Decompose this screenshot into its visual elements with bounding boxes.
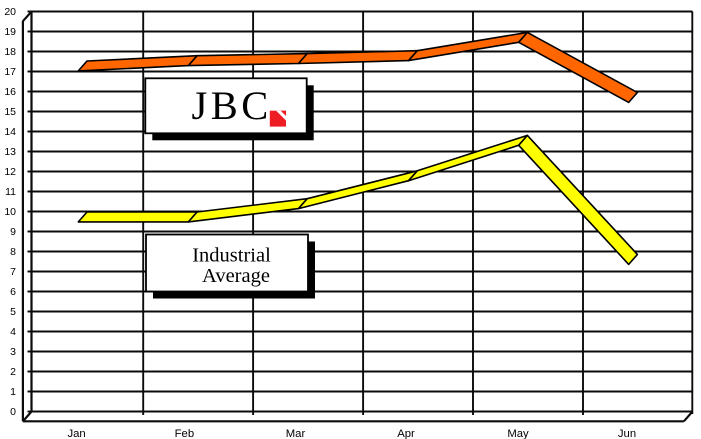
svg-text:9: 9: [10, 226, 16, 238]
svg-text:18: 18: [4, 46, 16, 58]
svg-text:Jan: Jan: [67, 428, 85, 439]
svg-text:1: 1: [10, 386, 16, 398]
svg-text:11: 11: [5, 186, 16, 198]
svg-text:May: May: [507, 428, 529, 439]
svg-text:8: 8: [10, 246, 16, 258]
svg-text:0: 0: [10, 406, 16, 418]
svg-text:17: 17: [4, 66, 16, 78]
svg-text:14: 14: [4, 126, 16, 138]
svg-text:15: 15: [4, 106, 16, 118]
svg-text:Industrial: Industrial: [192, 245, 271, 267]
svg-text:7: 7: [10, 266, 16, 278]
svg-text:16: 16: [4, 86, 16, 98]
svg-text:Jun: Jun: [618, 428, 636, 439]
svg-text:JBC: JBC: [192, 83, 272, 128]
svg-text:3: 3: [10, 346, 16, 358]
svg-text:20: 20: [4, 6, 16, 18]
svg-text:Feb: Feb: [175, 428, 194, 439]
svg-text:12: 12: [4, 166, 16, 178]
svg-text:19: 19: [4, 26, 16, 38]
svg-text:Average: Average: [202, 265, 270, 287]
svg-text:6: 6: [10, 286, 16, 298]
svg-text:13: 13: [4, 146, 16, 158]
svg-text:Apr: Apr: [397, 428, 415, 439]
svg-text:5: 5: [10, 306, 16, 318]
svg-text:Mar: Mar: [286, 428, 306, 439]
svg-text:2: 2: [10, 366, 16, 378]
svg-text:10: 10: [4, 206, 16, 218]
svg-text:4: 4: [10, 326, 16, 338]
